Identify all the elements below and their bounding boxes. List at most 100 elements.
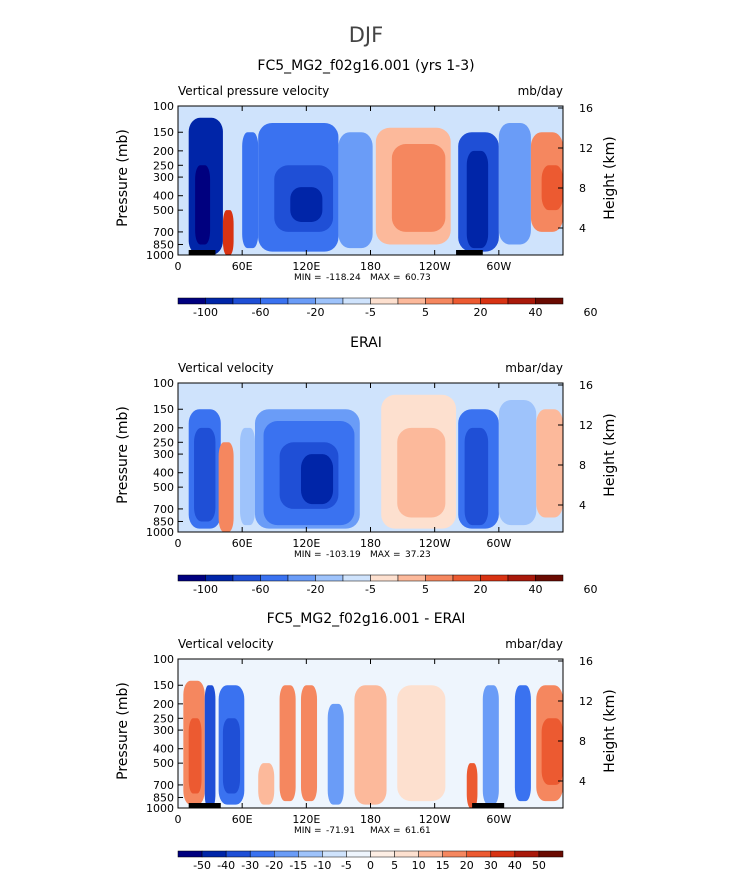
x-tick-label: 120E	[292, 813, 320, 826]
colorbar-swatch	[425, 297, 454, 305]
min-value: -118.24	[326, 273, 361, 283]
terrain-block	[188, 803, 221, 808]
x-tick-label: 0	[175, 537, 182, 550]
colorbar-swatch	[274, 850, 299, 858]
units-label: mb/day	[518, 84, 563, 98]
field-label: Vertical velocity	[178, 637, 274, 651]
colorbar-label: 5	[391, 859, 398, 872]
y-tick-label: 250	[153, 159, 174, 172]
colorbar-swatch	[535, 574, 564, 582]
min-label: MIN =	[294, 273, 322, 283]
x-tick-label: 120E	[292, 537, 320, 550]
colorbar-swatch	[370, 297, 399, 305]
y-tick-label: 850	[153, 515, 174, 528]
field-region	[514, 685, 531, 802]
colorbar-label: 50	[532, 859, 546, 872]
field-region	[218, 442, 234, 532]
field-region	[541, 165, 563, 211]
colorbar-swatch	[342, 297, 371, 305]
max-label: MAX =	[370, 550, 401, 560]
colorbar-swatch	[260, 297, 289, 305]
field-region	[338, 132, 373, 249]
y-axis-title: Pressure (mb)	[115, 406, 131, 504]
colorbar-swatch	[538, 850, 564, 858]
y-tick-label: 250	[153, 436, 174, 449]
colorbar-swatch	[425, 574, 454, 582]
y-right-tick-label: 12	[579, 142, 593, 155]
field	[178, 383, 563, 532]
y-tick-label: 200	[153, 145, 174, 158]
colorbar-label: -100	[193, 583, 218, 596]
y-tick-label: 100	[153, 653, 174, 666]
colorbar-label: -10	[313, 859, 331, 872]
colorbar-swatch	[342, 574, 371, 582]
field-region	[279, 685, 296, 802]
x-tick-label: 180	[360, 813, 381, 826]
x-tick-label: 120W	[419, 537, 451, 550]
colorbar-swatch	[442, 850, 467, 858]
colorbar-swatch	[287, 297, 316, 305]
min-label: MIN =	[294, 550, 322, 560]
colorbar-swatch	[514, 850, 540, 858]
field-region	[482, 685, 499, 805]
colorbar-swatch	[507, 574, 536, 582]
colorbar-swatch	[225, 850, 251, 858]
field-region	[222, 210, 234, 255]
colorbar-swatch	[452, 297, 481, 305]
colorbar-swatch	[370, 574, 399, 582]
field-region	[258, 763, 275, 805]
x-tick-label: 180	[360, 537, 381, 550]
field-region	[541, 718, 563, 785]
field-region	[204, 685, 216, 808]
panel-title: FC5_MG2_f02g16.001 - ERAI	[267, 611, 466, 627]
y-right-tick-label: 4	[579, 775, 586, 788]
terrain-block	[456, 250, 483, 255]
colorbar-label: -30	[241, 859, 259, 872]
field-region	[498, 399, 537, 526]
colorbar-label: 10	[412, 859, 426, 872]
units-label: mbar/day	[505, 361, 563, 375]
x-tick-label: 180	[360, 260, 381, 273]
field-region	[240, 427, 255, 526]
field-region	[391, 144, 446, 232]
colorbar-swatch	[480, 574, 509, 582]
field-region	[194, 427, 216, 522]
field-region	[195, 165, 211, 245]
y-tick-label: 250	[153, 712, 174, 725]
colorbar-swatch	[480, 297, 509, 305]
colorbar-swatch	[287, 574, 316, 582]
colorbar-swatch	[452, 574, 481, 582]
min-label: MIN =	[294, 826, 322, 836]
y-tick-label: 400	[153, 467, 174, 480]
field-region	[300, 685, 318, 802]
colorbar-label: -20	[307, 306, 325, 319]
colorbar-swatch	[177, 850, 203, 858]
field-label: Vertical velocity	[178, 361, 274, 375]
y-tick-label: 200	[153, 422, 174, 435]
colorbar-label: 30	[484, 859, 498, 872]
colorbar-swatch	[394, 850, 419, 858]
colorbar-swatch	[177, 574, 206, 582]
colorbar-label: -20	[265, 859, 283, 872]
colorbar-label: 60	[584, 306, 598, 319]
y-right-tick-label: 8	[579, 459, 586, 472]
colorbar-label: 0	[367, 859, 374, 872]
x-tick-label: 0	[175, 260, 182, 273]
colorbar-swatch	[298, 850, 323, 858]
colorbar-swatch	[232, 297, 261, 305]
colorbar-label: 15	[436, 859, 450, 872]
y-right-tick-label: 16	[579, 379, 593, 392]
y-tick-label: 150	[153, 403, 174, 416]
y-right-axis-title: Height (km)	[602, 136, 618, 219]
field-region	[397, 685, 446, 802]
colorbar-label: -50	[193, 859, 211, 872]
field-region	[222, 718, 241, 794]
y-tick-label: 100	[153, 377, 174, 390]
colorbar-label: -5	[365, 306, 376, 319]
y-tick-label: 500	[153, 481, 174, 494]
field-region	[242, 132, 259, 249]
x-tick-label: 120W	[419, 260, 451, 273]
x-tick-label: 60W	[486, 537, 511, 550]
colorbar-swatch	[490, 850, 516, 858]
